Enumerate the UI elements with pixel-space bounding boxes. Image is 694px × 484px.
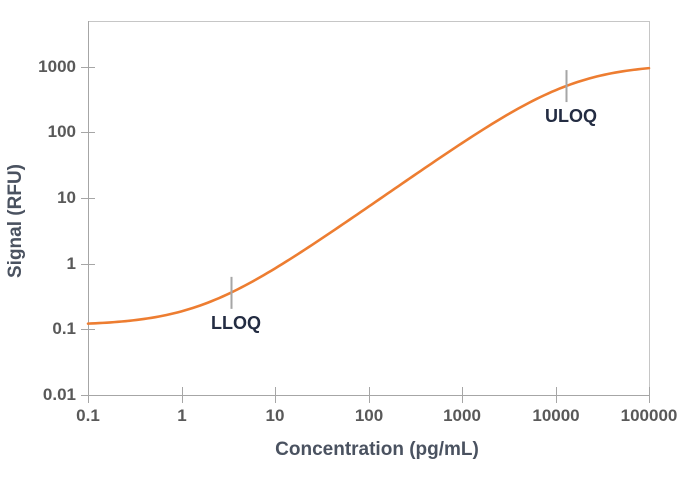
y-tick-label: 100 — [47, 122, 76, 141]
x-axis-title: Concentration (pg/mL) — [275, 439, 479, 460]
uloq-label: ULOQ — [545, 106, 597, 126]
x-tick-label: 100 — [354, 406, 384, 425]
x-tick-label: 10000 — [532, 406, 580, 425]
y-tick-label: 10 — [57, 188, 76, 207]
lloq-label: LLOQ — [211, 313, 261, 333]
y-axis-title: Signal (RFU) — [5, 164, 26, 278]
x-tick-label: 10 — [265, 406, 285, 425]
plot-border — [88, 21, 650, 396]
y-tick-label: 1 — [66, 254, 76, 273]
x-tick-label: 100000 — [620, 406, 678, 425]
x-tick-label: 0.1 — [76, 406, 100, 425]
y-tick-label: 0.01 — [42, 385, 76, 404]
x-tick-label: 1 — [177, 406, 187, 425]
x-tick-label: 1000 — [443, 406, 481, 425]
y-tick-label: 0.1 — [52, 319, 76, 338]
y-tick-label: 1000 — [38, 57, 76, 76]
standard-curve — [86, 66, 651, 325]
